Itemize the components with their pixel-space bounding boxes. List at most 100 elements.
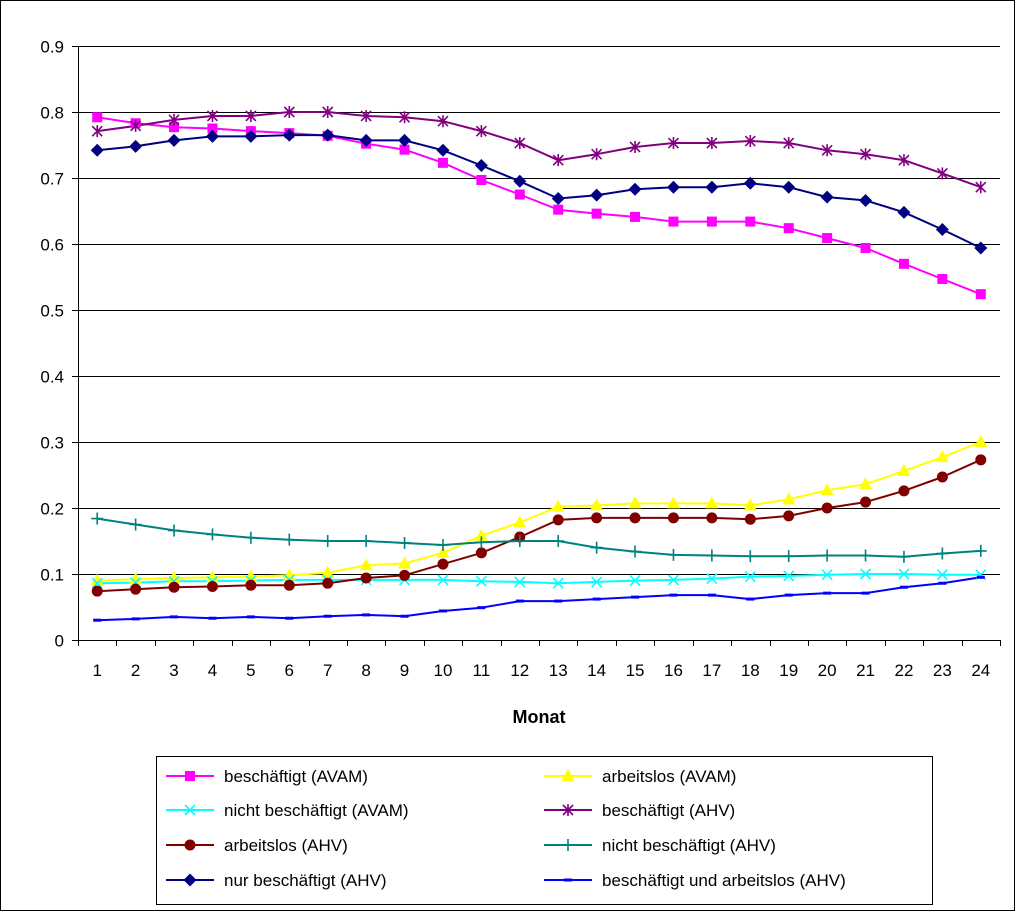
legend-label: nicht beschäftigt (AVAM) bbox=[224, 801, 409, 820]
data-point bbox=[360, 535, 373, 547]
data-point bbox=[743, 498, 757, 511]
legend-marker bbox=[184, 839, 196, 851]
data-point bbox=[898, 485, 910, 497]
data-point bbox=[282, 128, 296, 142]
legend-label: nur beschäftigt (AHV) bbox=[224, 871, 387, 890]
data-point bbox=[667, 512, 679, 524]
series-markers-group bbox=[91, 106, 987, 194]
data-point bbox=[321, 535, 334, 547]
data-point bbox=[936, 471, 948, 483]
data-point bbox=[206, 528, 219, 541]
legend-item: arbeitslos (AHV) bbox=[166, 836, 348, 855]
data-point bbox=[823, 591, 832, 595]
data-point bbox=[782, 550, 795, 563]
data-point bbox=[552, 514, 564, 526]
data-point bbox=[399, 569, 411, 581]
data-point bbox=[514, 137, 526, 150]
data-point bbox=[859, 193, 873, 207]
data-point bbox=[129, 518, 142, 531]
data-point bbox=[437, 157, 448, 168]
data-point bbox=[783, 137, 795, 150]
data-point bbox=[400, 614, 409, 618]
data-point bbox=[283, 579, 295, 591]
data-point bbox=[168, 113, 180, 126]
data-point bbox=[283, 533, 296, 546]
x-tick-label: 8 bbox=[361, 661, 370, 680]
data-point bbox=[170, 615, 179, 619]
y-tick-label: 0.6 bbox=[40, 236, 64, 255]
data-point bbox=[398, 556, 412, 569]
legend-marker bbox=[183, 873, 197, 887]
data-point bbox=[935, 450, 949, 463]
data-point bbox=[820, 190, 834, 204]
data-point bbox=[552, 535, 565, 547]
data-point bbox=[551, 499, 565, 512]
x-tick-label: 2 bbox=[131, 661, 140, 680]
data-point bbox=[859, 568, 872, 580]
legend-marker bbox=[184, 804, 196, 816]
data-point bbox=[975, 181, 987, 194]
legend-marker bbox=[562, 804, 574, 816]
data-point bbox=[245, 579, 257, 591]
data-point bbox=[477, 606, 486, 610]
data-point bbox=[667, 548, 680, 561]
legend-marker bbox=[561, 769, 575, 781]
series-line bbox=[97, 576, 981, 622]
data-point bbox=[782, 180, 796, 194]
legend-item: nicht beschäftigt (AVAM) bbox=[166, 801, 409, 820]
x-tick-label: 19 bbox=[779, 661, 798, 680]
data-point bbox=[974, 544, 987, 557]
data-point bbox=[974, 241, 988, 255]
data-point bbox=[936, 167, 948, 180]
x-tick-label: 12 bbox=[510, 661, 529, 680]
data-point bbox=[206, 109, 219, 122]
data-point bbox=[322, 106, 334, 118]
data-point bbox=[362, 613, 371, 617]
x-tick-label: 13 bbox=[549, 661, 568, 680]
data-point bbox=[936, 547, 949, 560]
data-point bbox=[706, 137, 718, 150]
data-point bbox=[436, 545, 450, 558]
data-point bbox=[91, 125, 103, 138]
y-tick-label: 0.9 bbox=[40, 38, 64, 57]
data-point bbox=[513, 535, 526, 547]
data-point bbox=[321, 565, 335, 578]
data-point bbox=[129, 139, 143, 153]
data-point bbox=[745, 216, 756, 227]
data-point bbox=[898, 154, 910, 167]
legend-marker bbox=[562, 839, 574, 851]
x-tick-label: 22 bbox=[894, 661, 913, 680]
data-point bbox=[706, 512, 718, 524]
data-point bbox=[398, 111, 411, 124]
data-point bbox=[167, 570, 181, 583]
y-tick-label: 0.7 bbox=[40, 170, 64, 189]
data-point bbox=[436, 538, 449, 551]
data-point bbox=[285, 616, 294, 620]
data-point bbox=[398, 536, 411, 549]
data-point bbox=[92, 112, 103, 123]
data-point bbox=[667, 574, 680, 586]
series-markers-group bbox=[90, 435, 988, 586]
legend: beschäftigt (AVAM) arbeitslos (AVAM) nicht… bbox=[156, 756, 933, 905]
legend-item: nicht beschäftigt (AHV) bbox=[544, 836, 776, 855]
data-point bbox=[897, 550, 910, 563]
data-point bbox=[974, 435, 988, 447]
data-point bbox=[398, 133, 412, 147]
legend-label: nicht beschäftigt (AHV) bbox=[602, 836, 776, 855]
legend-item: beschäftigt und arbeitslos (AHV) bbox=[544, 871, 846, 890]
x-tick-label: 7 bbox=[323, 661, 332, 680]
data-point bbox=[91, 512, 104, 525]
x-tick-label: 23 bbox=[933, 661, 952, 680]
data-point bbox=[359, 133, 373, 147]
data-point bbox=[782, 492, 796, 505]
data-point bbox=[360, 109, 372, 122]
data-point bbox=[322, 577, 334, 589]
data-point bbox=[666, 180, 680, 194]
data-point bbox=[91, 577, 103, 589]
data-point bbox=[514, 189, 525, 200]
data-point bbox=[975, 289, 986, 300]
legend-label: arbeitslos (AVAM) bbox=[602, 767, 736, 786]
x-tick-label: 1 bbox=[92, 661, 101, 680]
data-point bbox=[90, 573, 104, 586]
x-tick-label: 14 bbox=[587, 661, 606, 680]
